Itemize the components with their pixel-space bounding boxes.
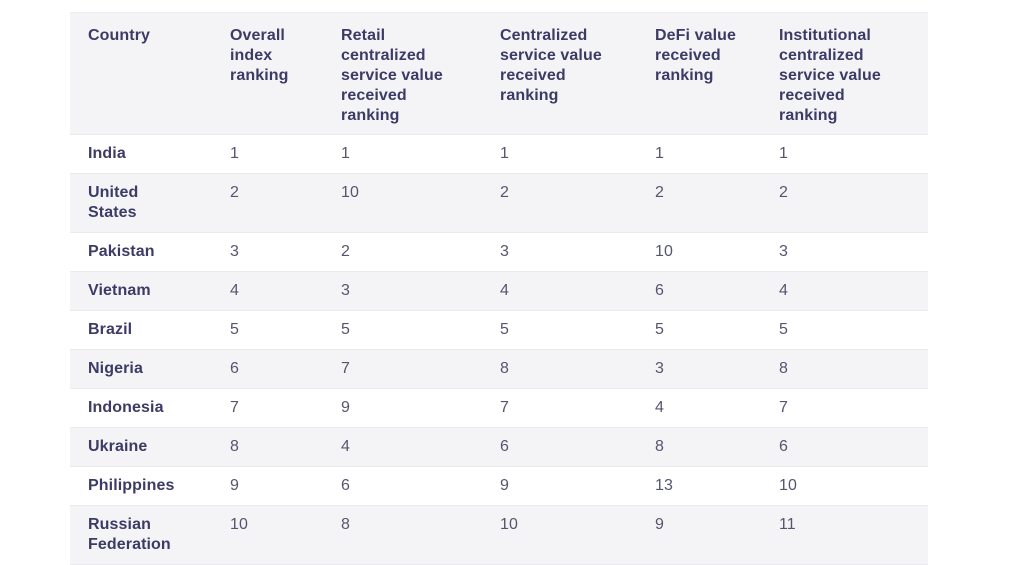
country-cell: United States	[88, 184, 139, 221]
table-header-row: Country Overall index ranking Retail cen…	[70, 12, 928, 135]
ranking-cell: 10	[341, 184, 359, 201]
table-row: Brazil 5 5 5 5 5	[70, 310, 928, 350]
ranking-cell: 4	[230, 282, 239, 299]
ranking-cell: 1	[341, 145, 350, 162]
ranking-cell: 1	[655, 145, 664, 162]
ranking-cell: 9	[230, 477, 239, 494]
ranking-cell: 4	[341, 438, 350, 455]
ranking-cell: 2	[230, 184, 239, 201]
column-header-retail-centralized-service-value: Retail centralized service value receive…	[341, 27, 443, 124]
ranking-cell: 5	[341, 321, 350, 338]
ranking-cell: 6	[230, 360, 239, 377]
ranking-cell: 2	[500, 184, 509, 201]
ranking-cell: 2	[779, 184, 788, 201]
column-header-overall-index-ranking: Overall index ranking	[230, 27, 289, 84]
table-header: Country Overall index ranking Retail cen…	[70, 12, 928, 135]
ranking-cell: 1	[230, 145, 239, 162]
table-row: United States 2 10 2 2 2	[70, 173, 928, 233]
ranking-cell: 4	[779, 282, 788, 299]
ranking-cell: 8	[655, 438, 664, 455]
ranking-cell: 3	[779, 243, 788, 260]
table-row: Russian Federation 10 8 10 9 11	[70, 505, 928, 565]
table-row: Nigeria 6 7 8 3 8	[70, 349, 928, 389]
ranking-cell: 10	[230, 516, 248, 533]
country-cell: Nigeria	[88, 360, 143, 377]
table-row: Ukraine 8 4 6 8 6	[70, 427, 928, 467]
ranking-cell: 5	[500, 321, 509, 338]
country-cell: Pakistan	[88, 243, 155, 260]
country-cell: Russian Federation	[88, 516, 171, 553]
column-header-centralized-service-value: Centralized service value received ranki…	[500, 27, 602, 104]
table-row: Vietnam 4 3 4 6 4	[70, 271, 928, 311]
ranking-cell: 6	[779, 438, 788, 455]
ranking-cell: 7	[230, 399, 239, 416]
ranking-cell: 4	[500, 282, 509, 299]
ranking-cell: 6	[500, 438, 509, 455]
ranking-cell: 4	[655, 399, 664, 416]
ranking-cell: 2	[655, 184, 664, 201]
ranking-cell: 7	[779, 399, 788, 416]
ranking-cell: 9	[655, 516, 664, 533]
ranking-cell: 3	[500, 243, 509, 260]
country-cell: Philippines	[88, 477, 175, 494]
country-cell: Ukraine	[88, 438, 148, 455]
ranking-cell: 3	[655, 360, 664, 377]
ranking-cell: 10	[655, 243, 673, 260]
ranking-cell: 6	[655, 282, 664, 299]
ranking-cell: 5	[779, 321, 788, 338]
table-row: India 1 1 1 1 1	[70, 134, 928, 174]
ranking-cell: 3	[230, 243, 239, 260]
ranking-cell: 3	[341, 282, 350, 299]
ranking-cell: 8	[341, 516, 350, 533]
country-cell: Brazil	[88, 321, 133, 338]
ranking-cell: 1	[779, 145, 788, 162]
country-cell: Indonesia	[88, 399, 164, 416]
column-header-defi-value: DeFi value received ranking	[655, 27, 737, 84]
ranking-cell: 8	[230, 438, 239, 455]
ranking-cell: 9	[500, 477, 509, 494]
column-header-institutional-centralized-service-value: Institutional centralized service value …	[779, 27, 881, 124]
ranking-cell: 10	[779, 477, 797, 494]
ranking-cell: 13	[655, 477, 673, 494]
ranking-cell: 5	[230, 321, 239, 338]
country-ranking-table: Country Overall index ranking Retail cen…	[70, 12, 928, 565]
ranking-cell: 8	[779, 360, 788, 377]
table-body: India 1 1 1 1 1 United States 2 10 2 2 2 Pakistan 3 2 3…	[70, 134, 928, 565]
ranking-cell: 11	[779, 516, 796, 533]
ranking-cell: 9	[341, 399, 350, 416]
country-cell: India	[88, 145, 126, 162]
ranking-cell: 10	[500, 516, 518, 533]
table-row: Philippines 9 6 9 13 10	[70, 466, 928, 506]
ranking-cell: 6	[341, 477, 350, 494]
ranking-cell: 2	[341, 243, 350, 260]
ranking-cell: 1	[500, 145, 509, 162]
column-header-country: Country	[88, 27, 151, 44]
ranking-cell: 7	[341, 360, 350, 377]
country-cell: Vietnam	[88, 282, 151, 299]
table-row: Pakistan 3 2 3 10 3	[70, 232, 928, 272]
country-ranking-table-container: Country Overall index ranking Retail cen…	[70, 12, 928, 565]
ranking-cell: 5	[655, 321, 664, 338]
ranking-cell: 8	[500, 360, 509, 377]
table-row: Indonesia 7 9 7 4 7	[70, 388, 928, 428]
ranking-cell: 7	[500, 399, 509, 416]
